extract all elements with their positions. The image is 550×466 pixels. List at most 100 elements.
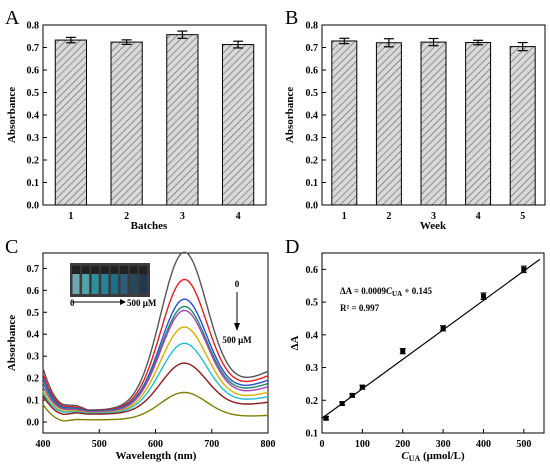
panel-b-y-tick-label: 0.1 [306, 178, 319, 189]
vial-cap [100, 266, 109, 274]
panel-d-y-ticks: 0.1 0.2 0.3 0.4 0.5 0.6 [306, 265, 326, 440]
panel-a-y-tick-label: 0.4 [27, 111, 40, 122]
x-label-unit: (μmol/L) [420, 450, 465, 462]
panel-d-x-tick-label: 200 [395, 439, 410, 450]
panel-b-x-axis-label: Week [420, 220, 447, 232]
panel-a-y-tick-label: 0.2 [27, 156, 40, 167]
vial-solution [91, 274, 99, 294]
panel-c-y-tick-label: 0.1 [27, 396, 40, 407]
data-point [339, 401, 345, 407]
panel-a-bar [222, 44, 255, 206]
panel-c-y-tick-label: 0.0 [27, 418, 40, 429]
panel-d-y-tick-label: 0.1 [306, 429, 319, 440]
equation-suffix: + 0.145 [402, 286, 432, 296]
panel-d-x-tick-label: 100 [355, 439, 370, 450]
panel-a-x-tick-label: 4 [236, 211, 241, 222]
panel-c-x-tick-label: 600 [148, 439, 163, 450]
data-point [440, 325, 446, 331]
panel-d-plot-frame [321, 252, 545, 434]
panel-b-bar [509, 46, 536, 206]
panel-c-x-tick-label: 500 [92, 439, 107, 450]
panel-a-bar [110, 41, 143, 206]
spectrum-line [42, 278, 269, 412]
spectrum-line [42, 326, 269, 414]
panel-d-x-tick-label: 300 [436, 439, 451, 450]
panel-b-x-tick-label: 2 [386, 211, 391, 222]
panel-a-y-tick-label: 0.8 [27, 21, 40, 32]
panel-b-y-tick-label: 0.0 [306, 201, 319, 212]
panel-d-calibration-chart: D 0.1 0.2 0.3 0.4 0.5 0.6 0 100 200 300 400 500 ΔA… [285, 236, 545, 463]
panel-c-y-axis-label: Absorbance [6, 315, 18, 371]
panel-d-y-tick-label: 0.2 [306, 396, 319, 407]
panel-b-bar [465, 42, 492, 206]
panel-a-y-tick-label: 0.3 [27, 133, 40, 144]
panel-b-y-tick-label: 0.7 [306, 43, 319, 54]
panel-d-y-tick-label: 0.6 [306, 265, 319, 276]
panel-c-x-tick-label: 400 [36, 439, 51, 450]
panel-d-y-tick-label: 0.3 [306, 363, 319, 374]
panel-b-x-tick-label: 3 [431, 211, 436, 222]
panel-a-x-axis-label: Batches [131, 220, 168, 232]
vial-cap [110, 266, 119, 274]
panel-c-x-tick-label: 800 [261, 439, 276, 450]
panel-d-points [321, 258, 541, 421]
panel-d-y-tick-label: 0.4 [306, 330, 319, 341]
vial-solution [139, 274, 147, 294]
panel-b-y-tick-label: 0.4 [306, 111, 319, 122]
spectrum-line [42, 298, 269, 412]
spectrum-line [42, 309, 269, 413]
fit-line [321, 258, 541, 419]
panel-c-spectra-chart: C 0.0 0.1 0.2 0.3 0.4 0.5 0.6 0.7 400 500 600 700 8… [5, 236, 276, 462]
vial-solution [110, 274, 118, 294]
panel-b-bar [331, 40, 358, 206]
data-point [400, 348, 406, 354]
r-squared-label: R² = 0.997 [340, 303, 380, 313]
spectrum-line [42, 342, 269, 414]
panel-a-y-tick-label: 0.5 [27, 88, 40, 99]
panel-label-b: B [285, 7, 298, 29]
panel-c-y-tick-label: 0.3 [27, 352, 40, 363]
panel-b-y-tick-label: 0.6 [306, 66, 319, 77]
panel-b-y-ticks: 0.0 0.1 0.2 0.3 0.4 0.5 0.6 0.7 0.8 [306, 21, 326, 212]
panel-d-x-axis-label: CUA (μmol/L) [401, 450, 465, 463]
panel-a-x-tick-label: 1 [68, 211, 73, 222]
vial-solution [72, 274, 80, 294]
panel-label-a: A [5, 7, 20, 29]
data-point [480, 293, 486, 299]
panel-b-bar [420, 41, 447, 206]
data-point [323, 415, 329, 421]
arrow-top-label: 0 [235, 279, 240, 289]
data-point [521, 266, 527, 272]
panel-d-x-ticks: 0 100 200 300 400 500 [320, 429, 531, 450]
vial-cap [91, 266, 100, 274]
panel-c-y-tick-label: 0.5 [27, 308, 40, 319]
panel-c-x-axis-label: Wavelength (nm) [116, 450, 197, 462]
panel-b-x-tick-label: 4 [476, 211, 481, 222]
panel-a-y-axis-label: Absorbance [6, 87, 18, 143]
vial-cap [129, 266, 138, 274]
panel-a-x-tick-label: 2 [124, 211, 129, 222]
data-point [359, 384, 365, 390]
inset-end-label: 500 μM [127, 298, 157, 308]
panel-a-y-tick-label: 0.7 [27, 43, 40, 54]
data-point [349, 392, 355, 398]
panel-b-bar [375, 42, 402, 206]
vial-solution [120, 274, 128, 294]
arrow-bottom-label: 500 μM [222, 335, 252, 345]
panel-b-y-tick-label: 0.3 [306, 133, 319, 144]
panel-c-y-ticks: 0.0 0.1 0.2 0.3 0.4 0.5 0.6 0.7 [27, 264, 47, 429]
equation-subscript: UA [392, 290, 402, 298]
panel-d-y-axis-label: ΔA [289, 336, 301, 351]
panel-a-y-tick-label: 0.6 [27, 66, 40, 77]
panel-d-x-tick-label: 0 [320, 439, 325, 450]
panel-b-bar-chart: B 0.0 0.1 0.2 0.3 0.4 0.5 0.6 0.7 0.8 1 2 3 4 5 Week… [284, 7, 546, 232]
panel-a-x-ticks: 1 2 3 4 [68, 201, 241, 222]
panel-d-x-tick-label: 400 [476, 439, 491, 450]
panel-c-spectra-lines [42, 251, 269, 422]
vial-solution [101, 274, 109, 294]
equation-variable: C [386, 286, 393, 296]
panel-c-x-tick-label: 700 [204, 439, 219, 450]
panel-c-y-tick-label: 0.4 [27, 330, 40, 341]
inset-start-label: 0 [70, 298, 75, 308]
